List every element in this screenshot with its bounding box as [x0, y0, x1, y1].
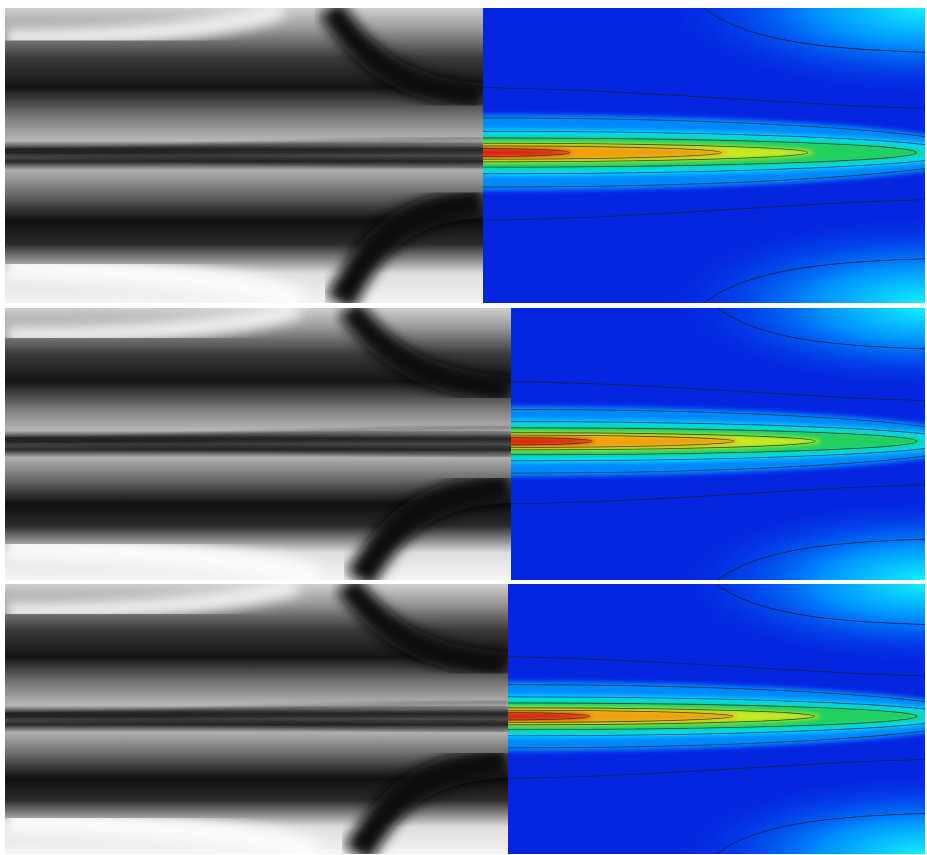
contour-line — [483, 142, 809, 163]
contour-line — [483, 148, 571, 157]
bright-band — [5, 808, 322, 854]
contour-line — [483, 87, 925, 109]
photo-panel — [5, 584, 508, 854]
contour-line — [717, 538, 925, 580]
contour-line — [508, 707, 815, 726]
contour-line — [511, 434, 735, 448]
contour-line — [508, 712, 591, 721]
contour-line — [483, 199, 925, 221]
stress-band — [511, 434, 739, 449]
dark-band — [319, 8, 483, 110]
simulation-panel — [508, 584, 925, 854]
simulation-panel — [511, 308, 925, 580]
contour-line — [511, 427, 917, 456]
fringe-line — [5, 440, 511, 457]
simulation-panel — [483, 8, 925, 303]
bright-band — [5, 308, 302, 346]
contour-line — [508, 702, 917, 731]
fringe-line — [5, 151, 483, 168]
bright-band — [5, 534, 324, 580]
contour-line — [703, 258, 925, 303]
contour-line — [511, 381, 925, 401]
contour-line — [483, 137, 917, 168]
contour-line — [703, 8, 925, 53]
photo-panel — [5, 308, 511, 580]
stress-band — [508, 709, 738, 724]
contour-line — [716, 584, 925, 625]
contour-line — [508, 656, 925, 677]
contour-line — [717, 308, 925, 350]
photo-panel — [5, 8, 483, 303]
bright-band — [5, 584, 300, 621]
stress-band — [483, 145, 727, 160]
dark-band — [338, 308, 511, 403]
dark-band — [326, 187, 483, 303]
dark-band — [344, 747, 508, 854]
dark-band — [336, 584, 508, 678]
bright-band — [5, 254, 307, 303]
contour-line — [508, 759, 925, 779]
contour-line — [716, 813, 925, 854]
contour-line — [511, 432, 816, 451]
contour-line — [483, 145, 722, 160]
contour-line — [511, 437, 593, 446]
contour-line — [511, 484, 925, 505]
fringe-line — [5, 715, 508, 732]
bright-band — [5, 8, 286, 48]
dark-band — [346, 472, 511, 580]
contour-line — [508, 709, 734, 723]
